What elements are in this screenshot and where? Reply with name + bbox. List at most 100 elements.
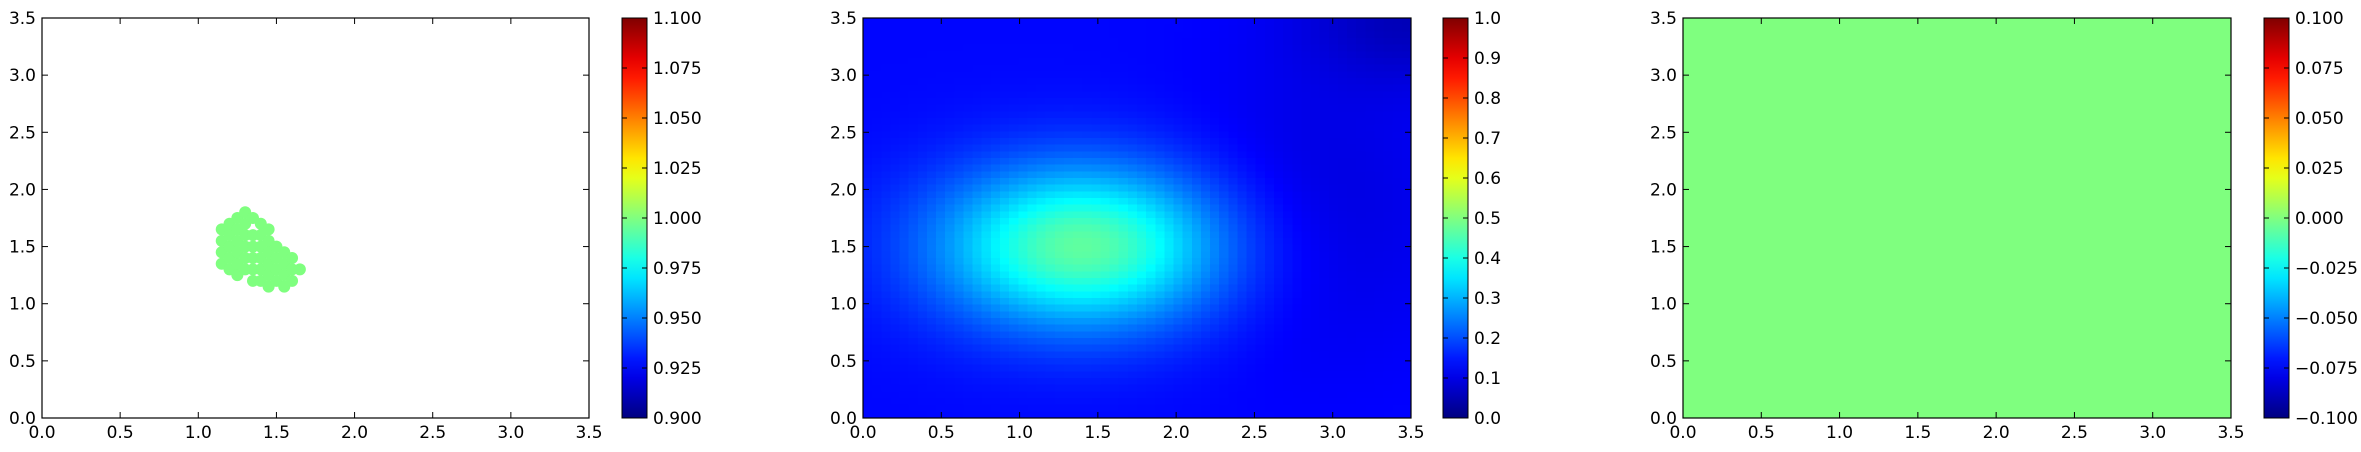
heatmap-cell	[1091, 58, 1102, 66]
heatmap-cell	[1301, 231, 1312, 239]
heatmap-cell	[1301, 191, 1312, 199]
heatmap-cell	[1118, 331, 1129, 339]
heatmap-cell	[1109, 24, 1120, 32]
heatmap-cell	[936, 304, 946, 312]
heatmap-cell	[1118, 78, 1129, 86]
heatmap-cell	[1155, 251, 1165, 259]
heatmap-cell	[1027, 178, 1038, 186]
heatmap-cell	[1137, 304, 1147, 312]
heatmap-cell	[1228, 384, 1239, 392]
heatmap-cell	[1228, 344, 1239, 352]
heatmap-cell	[1137, 298, 1147, 306]
heatmap-cell	[1274, 284, 1284, 292]
heatmap-cell	[972, 251, 983, 259]
heatmap-cell	[1018, 224, 1028, 232]
heatmap-cell	[881, 371, 891, 379]
heatmap-cell	[1347, 338, 1357, 346]
heatmap-cell	[1054, 218, 1065, 226]
heatmap-cell	[1191, 391, 1202, 399]
heatmap-cell	[926, 338, 937, 346]
heatmap-cell	[1073, 38, 1083, 46]
heatmap-cell	[1109, 271, 1120, 279]
heatmap-cell	[1054, 284, 1065, 292]
heatmap-cell	[972, 291, 983, 299]
heatmap-cell	[1401, 344, 1412, 352]
heatmap-cell	[872, 191, 882, 199]
heatmap-cell	[1328, 411, 1339, 419]
heatmap-cell	[945, 44, 955, 52]
heatmap-cell	[1109, 131, 1120, 139]
heatmap-cell	[908, 118, 919, 126]
heatmap-cell	[1219, 178, 1229, 186]
heatmap-cell	[1091, 164, 1102, 172]
heatmap-cell	[1310, 64, 1321, 72]
heatmap-cell	[1237, 231, 1248, 239]
heatmap-cell	[1100, 104, 1111, 112]
heatmap-cell	[1091, 264, 1102, 272]
heatmap-cell	[926, 31, 937, 39]
heatmap-cell	[926, 84, 937, 92]
heatmap-cell	[1091, 24, 1102, 32]
heatmap-cell	[1137, 244, 1147, 252]
heatmap-cell	[963, 58, 974, 66]
heatmap-cell	[1027, 231, 1038, 239]
heatmap-cell	[1301, 264, 1312, 272]
heatmap-cell	[881, 251, 891, 259]
heatmap-cell	[917, 344, 928, 352]
heatmap-cell	[1082, 204, 1092, 212]
heatmap-cell	[1054, 251, 1065, 259]
heatmap-cell	[1127, 244, 1138, 252]
heatmap-cell	[1219, 304, 1229, 312]
heatmap-cell	[1155, 104, 1165, 112]
heatmap-cell	[872, 331, 882, 339]
heatmap-cell	[1337, 71, 1348, 79]
heatmap-cell	[1310, 191, 1321, 199]
heatmap-cell	[1347, 258, 1357, 266]
heatmap-cell	[881, 338, 891, 346]
heatmap-cell	[881, 18, 891, 26]
heatmap-cell	[1200, 218, 1211, 226]
heatmap-cell	[1173, 398, 1184, 406]
heatmap-cell	[1246, 138, 1257, 146]
heatmap-cell	[1082, 244, 1092, 252]
heatmap-cell	[945, 151, 955, 159]
heatmap-cell	[1337, 138, 1348, 146]
heatmap-cell	[1118, 144, 1129, 152]
heatmap-cell	[1063, 178, 1074, 186]
heatmap-cell	[1337, 384, 1348, 392]
heatmap-cell	[1374, 264, 1385, 272]
heatmap-cell	[1146, 124, 1156, 132]
heatmap-cell	[1401, 91, 1412, 99]
heatmap-cell	[926, 398, 937, 406]
heatmap-cell	[890, 51, 901, 59]
heatmap-cell	[1027, 91, 1038, 99]
heatmap-cell	[1374, 364, 1385, 372]
heatmap-cell	[1392, 158, 1403, 166]
heatmap-cell	[1036, 211, 1047, 219]
heatmap-cell	[1164, 191, 1175, 199]
heatmap-cell	[1200, 158, 1211, 166]
heatmap-cell	[990, 111, 1001, 119]
heatmap-cell	[1401, 398, 1412, 406]
heatmap-cell	[1182, 264, 1193, 272]
heatmap-cell	[863, 151, 873, 159]
heatmap-cell	[1018, 271, 1028, 279]
heatmap-cell	[1246, 58, 1257, 66]
x-tick-label: 2.0	[1983, 423, 2010, 443]
heatmap-cell	[1228, 218, 1239, 226]
heatmap-cell	[908, 318, 919, 326]
heatmap-cell	[1283, 124, 1293, 132]
heatmap-cell	[1237, 138, 1248, 146]
heatmap-cell	[990, 278, 1001, 286]
heatmap-cell	[1392, 18, 1403, 26]
heatmap-cell	[1310, 151, 1321, 159]
heatmap-cell	[954, 298, 965, 306]
heatmap-cell	[1210, 118, 1220, 126]
heatmap-cell	[1365, 351, 1376, 359]
heatmap-cell	[1191, 358, 1202, 366]
heatmap-cell	[954, 171, 965, 179]
heatmap-cell	[908, 304, 919, 312]
heatmap-cell	[1091, 184, 1102, 192]
heatmap-cell	[1045, 91, 1056, 99]
heatmap-cell	[917, 18, 928, 26]
